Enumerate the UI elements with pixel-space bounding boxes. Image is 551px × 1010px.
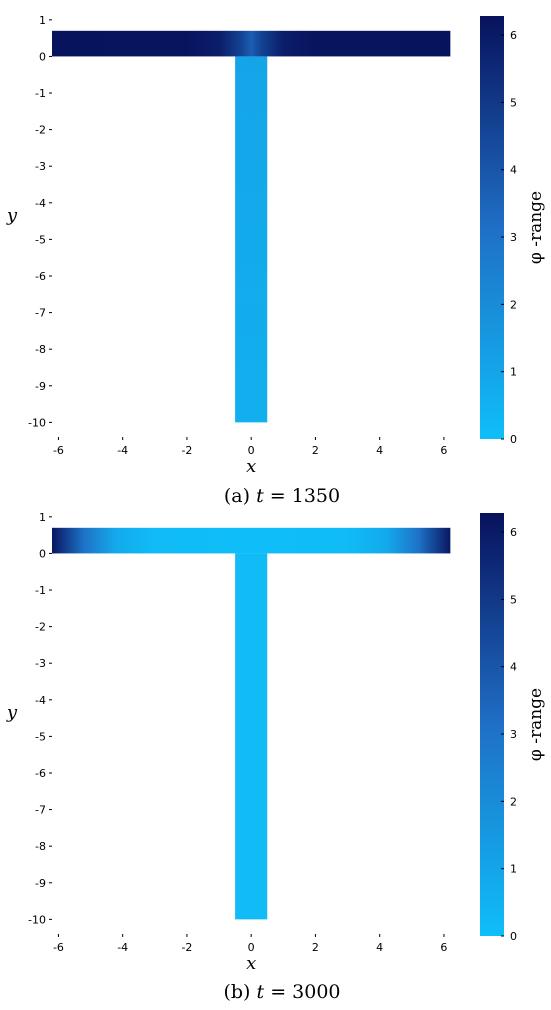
- colorbar-tick-label: 2: [510, 795, 517, 808]
- x-tick-label: 2: [312, 941, 319, 954]
- x-tick-label: 4: [376, 941, 383, 954]
- vertical-arm-field: [235, 56, 268, 423]
- x-tick-label: -2: [181, 444, 192, 457]
- colorbar-tick-label: 5: [510, 96, 517, 109]
- x-tick-label: 0: [248, 444, 255, 457]
- caption-eq: =: [264, 981, 292, 1003]
- colorbar-tick-label: 3: [510, 728, 517, 741]
- x-tick-label: -6: [53, 941, 64, 954]
- y-tick-label: -10: [28, 913, 46, 926]
- y-tick-label: 1: [39, 511, 46, 524]
- y-tick-label: -10: [28, 416, 46, 429]
- vertical-arm-field: [235, 553, 268, 920]
- y-tick-label: -8: [35, 343, 46, 356]
- colorbar-tick-label: 6: [510, 29, 517, 42]
- colorbar: [480, 513, 504, 936]
- y-tick-label: -6: [35, 270, 46, 283]
- colorbar-tick-label: 3: [510, 231, 517, 244]
- y-tick-label: -2: [35, 124, 46, 137]
- colorbar-tick-label: 4: [510, 661, 517, 674]
- colorbar-tick-label: 0: [510, 930, 517, 943]
- x-tick-label: -6: [53, 444, 64, 457]
- caption-eq: =: [264, 485, 292, 507]
- colorbar-tick-label: 4: [510, 164, 517, 177]
- colorbar-tick-label: 2: [510, 298, 517, 311]
- y-tick-label: -7: [35, 804, 46, 817]
- colorbar-tick-label: 1: [510, 863, 517, 876]
- horizontal-arm-field: [52, 30, 451, 57]
- colorbar-label: φ -range: [526, 191, 546, 264]
- colorbar-tick-label: 6: [510, 526, 517, 539]
- horizontal-arm-field: [52, 527, 451, 554]
- colorbar-tick-label: 1: [510, 366, 517, 379]
- colorbar-tick-label: 5: [510, 593, 517, 606]
- x-tick-label: 4: [376, 444, 383, 457]
- x-axis-label: x: [246, 456, 256, 477]
- x-tick-label: 0: [248, 941, 255, 954]
- y-tick-label: -5: [35, 730, 46, 743]
- caption-tag: (a): [224, 485, 256, 507]
- x-axis-label: x: [246, 953, 256, 974]
- x-tick-label: 6: [440, 444, 447, 457]
- colorbar-label: φ -range: [526, 688, 546, 761]
- y-tick-label: -2: [35, 621, 46, 634]
- caption-var: t: [257, 981, 265, 1003]
- y-tick-label: -3: [35, 657, 46, 670]
- y-tick-label: -6: [35, 767, 46, 780]
- y-tick-label: -8: [35, 840, 46, 853]
- panel-caption: (a) t = 1350: [224, 485, 340, 507]
- caption-tag: (b): [223, 981, 256, 1003]
- y-tick-label: -9: [35, 877, 46, 890]
- y-tick-label: -5: [35, 233, 46, 246]
- y-tick-label: 0: [39, 547, 46, 560]
- caption-var: t: [256, 485, 264, 507]
- y-tick-label: -7: [35, 307, 46, 320]
- y-axis-label: y: [6, 205, 18, 226]
- panel-caption: (b) t = 3000: [223, 981, 340, 1003]
- x-tick-label: -2: [181, 941, 192, 954]
- caption-value: 3000: [292, 981, 340, 1003]
- x-tick-label: 6: [440, 941, 447, 954]
- x-tick-label: 2: [312, 444, 319, 457]
- y-tick-label: -1: [35, 87, 46, 100]
- panel-b: 1 0 -1 -2 -3 -4 -5 -6 -7 -8 -9 -10 -6 -4 -2 0 2 4 6 x y 0 1 2 3 4…: [6, 511, 546, 1003]
- colorbar-tick-label: 0: [510, 433, 517, 446]
- y-tick-label: -1: [35, 584, 46, 597]
- caption-value: 1350: [292, 485, 340, 507]
- colorbar: [480, 16, 504, 439]
- y-tick-label: -3: [35, 160, 46, 173]
- y-tick-label: -4: [35, 694, 46, 707]
- y-axis-label: y: [6, 702, 18, 723]
- y-tick-label: -9: [35, 380, 46, 393]
- x-tick-label: -4: [117, 444, 128, 457]
- y-tick-label: 0: [39, 50, 46, 63]
- x-tick-label: -4: [117, 941, 128, 954]
- y-tick-label: 1: [39, 14, 46, 27]
- y-tick-label: -4: [35, 197, 46, 210]
- panel-a: 1 0 -1 -2 -3 -4 -5 -6 -7 -8 -9 -10 -6 -4 -2 0 2 4 6 x y 0 1 2 3 4…: [6, 14, 546, 507]
